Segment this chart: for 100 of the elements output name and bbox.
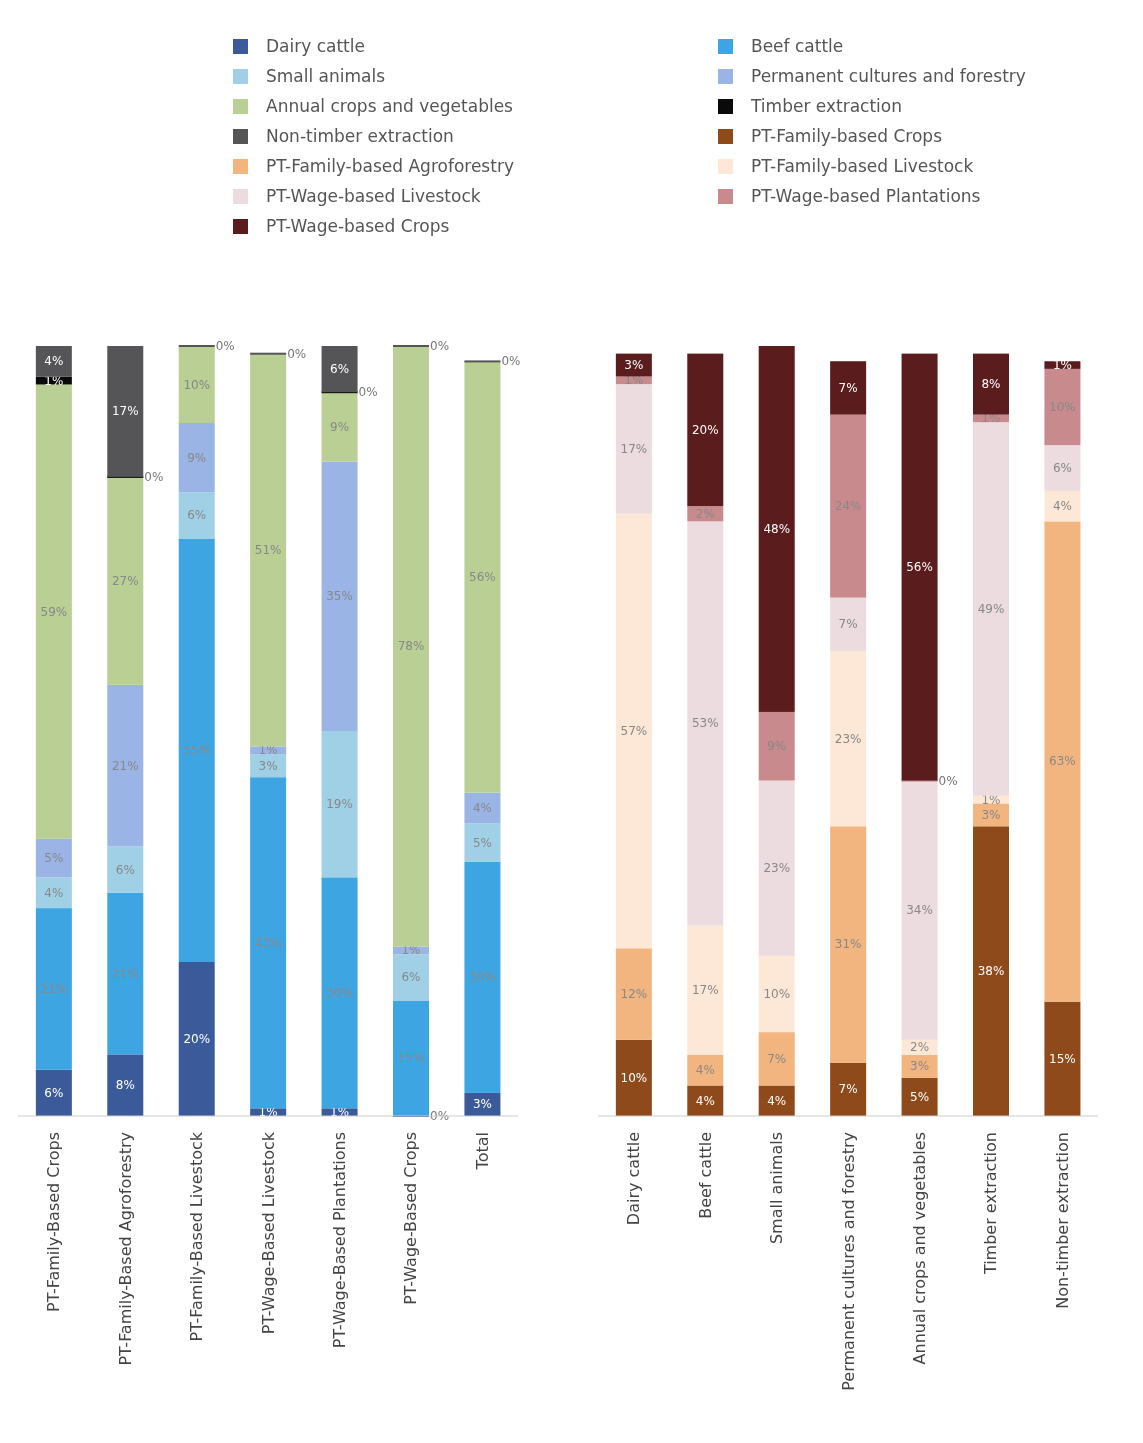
data-label: 0% — [938, 773, 958, 788]
data-label: 9% — [187, 450, 207, 465]
data-label: 63% — [1049, 754, 1076, 769]
legend-label: Small animals — [266, 66, 386, 86]
data-label: 17% — [620, 441, 648, 456]
data-label: 4% — [767, 1093, 787, 1108]
legend-label: PT-Family-based Livestock — [751, 156, 974, 176]
data-label: 53% — [691, 716, 719, 731]
data-label: 20% — [183, 1032, 211, 1046]
x-tick-label: Beef cattle — [695, 1132, 715, 1219]
x-tick-label: PT-Family-Based Agroforestry — [115, 1132, 135, 1366]
data-label: 6% — [44, 1085, 64, 1100]
x-tick-label: Permanent cultures and forestry — [838, 1132, 858, 1391]
data-label: 4% — [44, 885, 64, 900]
data-label: 4% — [472, 801, 492, 815]
x-tick-label: PT-Wage-Based Crops — [401, 1132, 421, 1305]
data-label: 55% — [183, 743, 211, 758]
legend-label: PT-Family-based Crops — [751, 126, 943, 146]
x-tick-label: PT-Wage-Based Plantations — [329, 1132, 349, 1349]
data-label: 4% — [695, 1063, 715, 1078]
data-label: 7% — [838, 1082, 858, 1097]
data-label: 3% — [981, 807, 1001, 822]
data-label: 9% — [330, 419, 350, 434]
data-label: 0% — [501, 354, 521, 369]
data-label: 1% — [44, 373, 64, 388]
data-label: 6% — [115, 862, 135, 877]
data-label: 5% — [910, 1089, 930, 1104]
data-label: 10% — [1049, 399, 1076, 414]
legend-label: Permanent cultures and forestry — [751, 66, 1026, 86]
data-label: 24% — [834, 499, 862, 514]
x-tick-label: Non-timber extraction — [1052, 1132, 1072, 1309]
data-label: 12% — [620, 987, 648, 1002]
data-label: 20% — [691, 422, 719, 437]
data-label: 57% — [620, 724, 648, 738]
data-label: 3% — [472, 1097, 492, 1112]
data-label: 21% — [111, 758, 139, 773]
data-label: 23% — [763, 861, 791, 876]
data-label: 27% — [111, 573, 139, 588]
legend-label: PT-Wage-based Livestock — [266, 186, 481, 206]
data-label: 15% — [397, 1051, 425, 1066]
data-label: 15% — [1049, 1051, 1076, 1066]
x-tick-label: PT-Family-Based Crops — [44, 1132, 64, 1313]
data-label: 56% — [469, 570, 496, 584]
data-label: 5% — [472, 835, 492, 850]
legend-label: PT-Wage-based Crops — [266, 216, 450, 236]
data-label: 7% — [838, 380, 858, 395]
data-label: 0% — [358, 385, 378, 400]
x-tick-label: PT-Wage-Based Livestock — [258, 1131, 278, 1335]
data-label: 0% — [430, 339, 450, 353]
data-label: 4% — [44, 354, 64, 369]
data-label: 3% — [624, 358, 644, 373]
x-tick-label: Timber extraction — [981, 1132, 1001, 1276]
data-label: 0% — [430, 1109, 450, 1123]
data-label: 49% — [977, 602, 1005, 617]
data-label: 6% — [330, 362, 350, 377]
data-label: 56% — [906, 560, 933, 575]
data-label: 3% — [910, 1059, 930, 1074]
data-label: 17% — [691, 983, 719, 998]
data-label: 7% — [838, 617, 858, 632]
data-label: 19% — [326, 797, 353, 812]
data-label: 21% — [111, 966, 139, 981]
data-label: 2% — [910, 1040, 930, 1055]
data-label: 35% — [326, 589, 353, 604]
data-label: 4% — [695, 1093, 715, 1108]
data-label: 6% — [1052, 460, 1072, 475]
data-label: 2% — [695, 506, 715, 521]
legend-label: PT-Family-based Agroforestry — [266, 156, 514, 176]
data-label: 1% — [981, 792, 1001, 807]
data-label: 10% — [763, 987, 791, 1002]
data-label: 0% — [144, 469, 164, 484]
data-label: 30% — [469, 970, 496, 985]
x-tick-label: PT-Family-Based Livestock — [187, 1131, 207, 1342]
data-label: 31% — [834, 937, 862, 952]
data-label: 8% — [981, 377, 1001, 392]
data-label: 9% — [767, 739, 787, 754]
x-tick-label: Annual crops and vegetables — [909, 1132, 929, 1365]
data-label: 10% — [620, 1070, 648, 1085]
data-label: 6% — [401, 970, 421, 985]
data-label: 48% — [763, 521, 791, 536]
x-tick-label: Small animals — [767, 1132, 787, 1245]
data-label: 30% — [326, 985, 353, 1000]
data-label: 59% — [40, 604, 68, 619]
data-label: 17% — [111, 404, 139, 419]
x-tick-label: Dairy cattle — [624, 1132, 644, 1226]
legend-label: Non-timber extraction — [266, 126, 454, 146]
legend-label: Dairy cattle — [266, 36, 365, 56]
data-label: 23% — [834, 731, 862, 746]
data-label: 10% — [183, 377, 211, 392]
x-tick-label: Total — [472, 1132, 492, 1171]
data-label: 8% — [115, 1078, 135, 1093]
data-label: 0% — [287, 346, 307, 361]
data-label: 5% — [44, 851, 64, 866]
data-label: 4% — [1052, 499, 1072, 514]
data-label: 51% — [254, 543, 282, 558]
data-label: 7% — [767, 1051, 787, 1066]
data-label: 6% — [187, 508, 207, 523]
legend-label: Annual crops and vegetables — [266, 96, 513, 116]
legend-label: Timber extraction — [751, 96, 902, 116]
data-label: 38% — [977, 964, 1005, 979]
legend-label: PT-Wage-based Plantations — [751, 186, 981, 206]
